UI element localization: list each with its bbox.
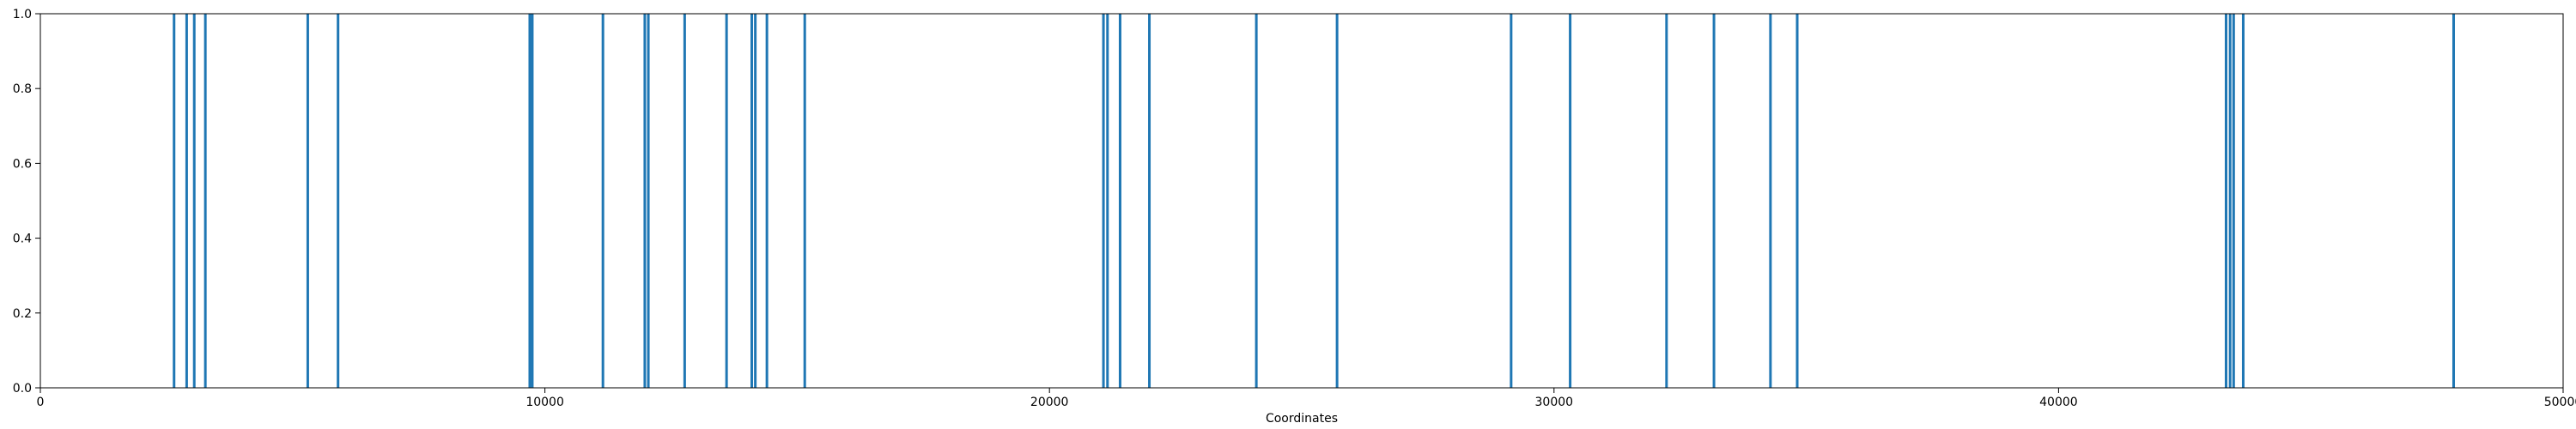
bar xyxy=(2451,14,2455,388)
bar xyxy=(803,14,806,388)
bar xyxy=(1102,14,1105,388)
bar xyxy=(1510,14,1513,388)
x-tick-label: 40000 xyxy=(2039,396,2078,409)
y-tick-label: 0.8 xyxy=(13,82,32,96)
bar xyxy=(337,14,340,388)
y-tick-label: 0.4 xyxy=(13,233,32,246)
bar xyxy=(647,14,650,388)
bar xyxy=(192,14,196,388)
bar xyxy=(2232,14,2235,388)
x-axis-label: Coordinates xyxy=(1266,412,1338,426)
bar xyxy=(1335,14,1339,388)
y-tick-label: 0.0 xyxy=(13,382,32,396)
x-tick-label: 10000 xyxy=(526,396,564,409)
bar xyxy=(601,14,605,388)
y-tick-label: 0.2 xyxy=(13,307,32,321)
y-tick-label: 1.0 xyxy=(13,8,32,21)
bar xyxy=(1255,14,1258,388)
bar xyxy=(528,14,532,388)
bar xyxy=(765,14,769,388)
bar xyxy=(185,14,188,388)
x-tick-label: 20000 xyxy=(1030,396,1069,409)
bar xyxy=(2224,14,2227,388)
bar xyxy=(725,14,728,388)
y-tick-label: 0.6 xyxy=(13,157,32,171)
bar xyxy=(204,14,207,388)
x-tick-label: 30000 xyxy=(1535,396,1574,409)
plot-frame xyxy=(39,13,2564,389)
x-tick-label: 0 xyxy=(37,396,45,409)
bar xyxy=(1148,14,1151,388)
bar xyxy=(1106,14,1109,388)
bar xyxy=(750,14,754,388)
bar xyxy=(1769,14,1772,388)
bars xyxy=(173,14,2455,388)
bar xyxy=(1665,14,1668,388)
y-axis: 0.0 0.2 0.4 0.6 0.8 1.0 xyxy=(13,8,40,396)
bar xyxy=(1712,14,1716,388)
bar xyxy=(754,14,757,388)
bar xyxy=(2228,14,2232,388)
bar xyxy=(643,14,647,388)
plot-area xyxy=(40,14,2563,388)
bar xyxy=(2241,14,2245,388)
bar xyxy=(531,14,534,388)
bar xyxy=(1118,14,1121,388)
bar xyxy=(1795,14,1799,388)
bar xyxy=(1569,14,1572,388)
bar xyxy=(306,14,309,388)
bar xyxy=(683,14,686,388)
bar xyxy=(173,14,176,388)
